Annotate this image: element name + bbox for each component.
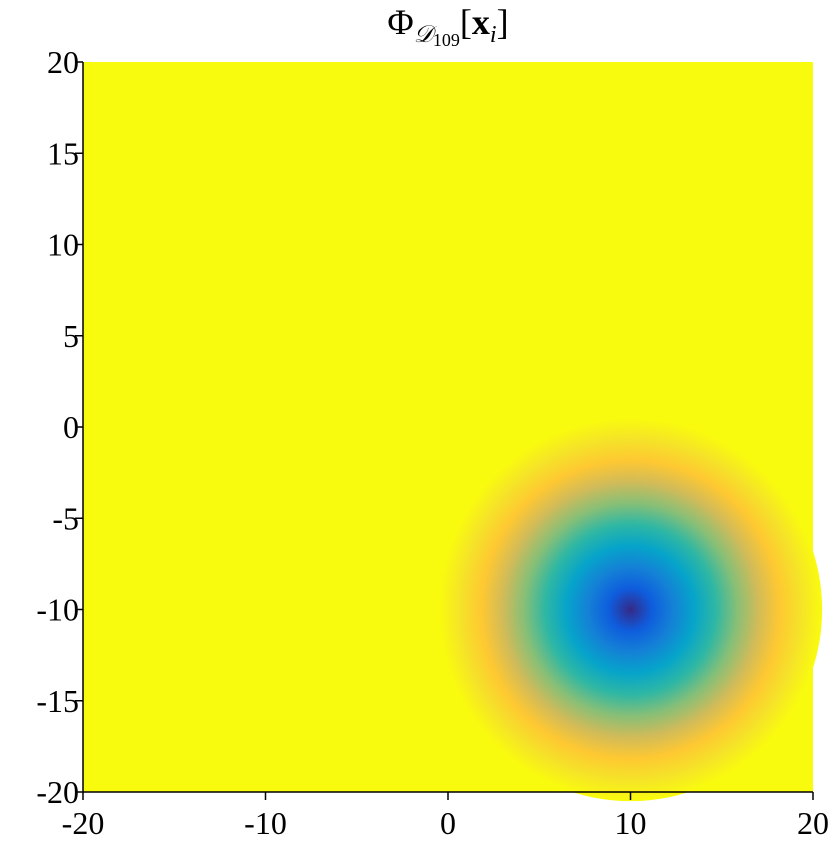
title-arg: x [472, 2, 490, 42]
field-peak [438, 417, 823, 802]
y-tick-label: -10 [36, 592, 79, 628]
y-tick-label: 5 [63, 318, 79, 354]
y-tick-label: -15 [36, 683, 79, 719]
x-tick-label: 20 [797, 805, 829, 841]
chart-title: Φ𝒟109[xi] [387, 2, 508, 50]
title-close: ] [497, 2, 509, 42]
x-tick-label: 0 [440, 805, 456, 841]
x-tick-label: -20 [62, 805, 105, 841]
y-tick-label: -5 [52, 500, 79, 536]
y-tick-label: 20 [47, 44, 79, 80]
title-symbol: Φ [387, 2, 413, 42]
title-open: [ [460, 2, 472, 42]
y-tick-label: 10 [47, 227, 79, 263]
y-tick-label: 0 [63, 409, 79, 445]
x-tick-label: -10 [244, 805, 287, 841]
title-argsub: i [490, 22, 497, 48]
y-tick-label: -20 [36, 774, 79, 810]
title-subsub: 109 [433, 30, 460, 50]
y-tick-label: 15 [47, 135, 79, 171]
x-tick-label: 10 [615, 805, 647, 841]
